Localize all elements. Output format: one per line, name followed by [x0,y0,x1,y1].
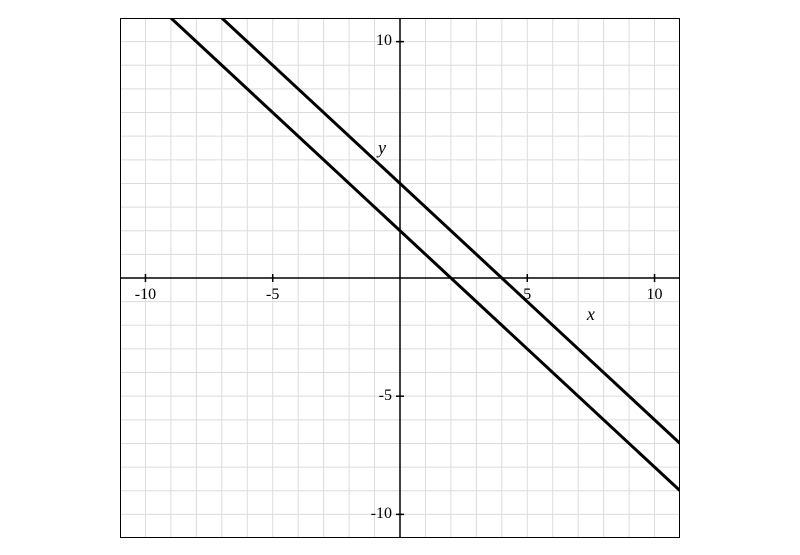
y-tick-label: -10 [371,505,392,523]
x-axis-label: x [587,304,595,325]
x-tick-label: 5 [523,286,531,304]
y-axis-label: y [378,137,386,158]
y-tick-label: 10 [376,32,392,50]
chart-container: -10 -5 5 10 -10 -5 10 x y [120,18,680,538]
x-tick-label: -5 [266,286,279,304]
x-tick-label: -10 [135,286,156,304]
y-tick-label: -5 [379,387,392,405]
x-tick-label: 10 [647,286,663,304]
line-chart [120,18,680,538]
